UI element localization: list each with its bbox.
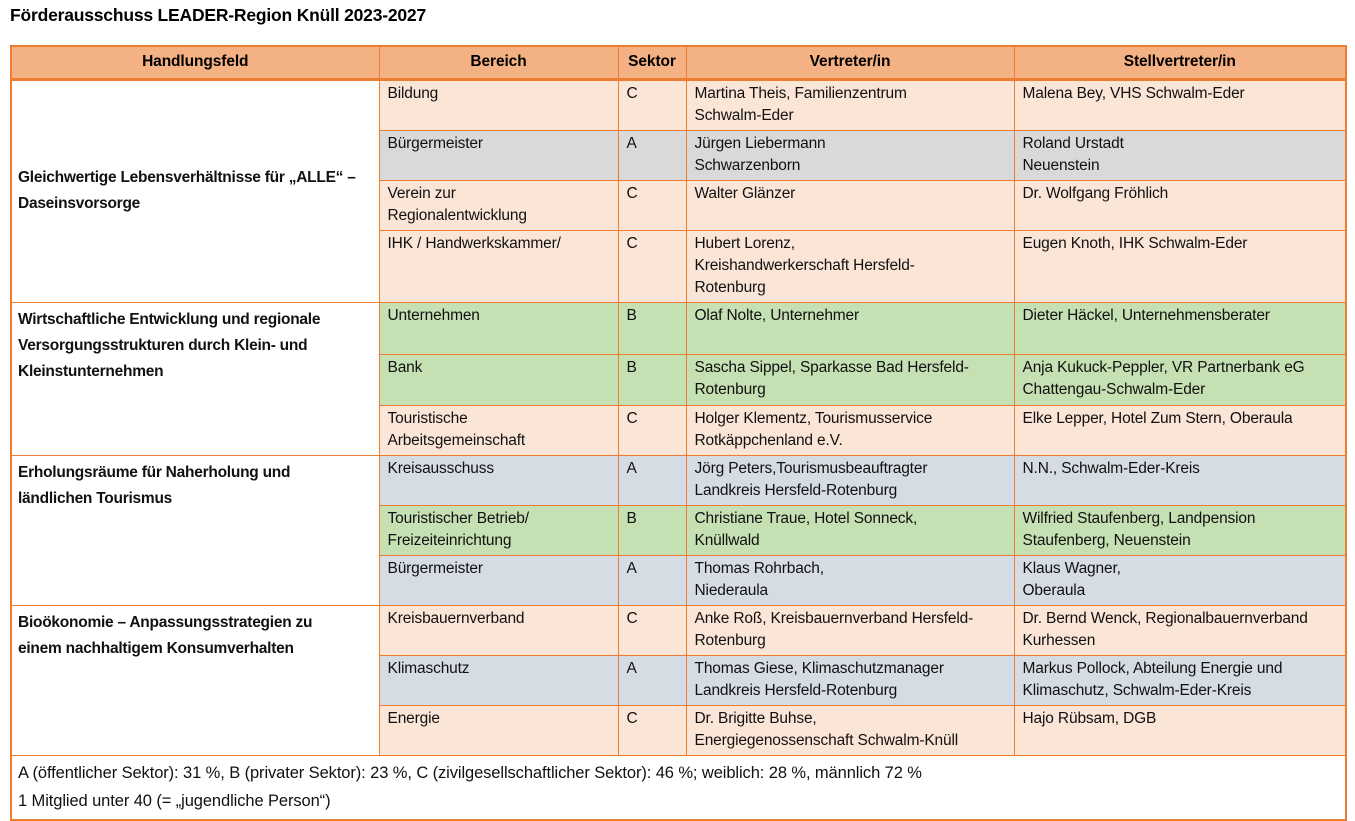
table-row: Energie C Dr. Brigitte Buhse, Energiegenos… (11, 704, 1347, 756)
vertreter-cell: Thomas Giese, Klimaschutzmanager Landkre… (685, 654, 1015, 706)
sektor-cell: C (617, 78, 687, 131)
sektor-cell: C (617, 404, 687, 456)
stellvertreter-cell: Hajo Rübsam, DGB (1013, 704, 1347, 756)
bereich-cell: Energie (378, 704, 619, 756)
sektor-cell: A (617, 129, 687, 181)
sektor-cell: A (617, 654, 687, 706)
vertreter-cell: Sascha Sippel, Sparkasse Bad Hersfeld- R… (685, 353, 1015, 406)
table-row: Klimaschutz A Thomas Giese, Klimaschutzman… (11, 654, 1347, 706)
stellvertreter-cell: Anja Kukuck-Peppler, VR Partnerbank eG C… (1013, 353, 1347, 406)
vertreter-cell: Jörg Peters,Tourismusbeauftragter Landkr… (685, 454, 1015, 506)
page-title: Förderausschuss LEADER-Region Knüll 2023… (10, 5, 426, 25)
stellvertreter-cell: Eugen Knoth, IHK Schwalm-Eder (1013, 229, 1347, 303)
bereich-cell: Klimaschutz (378, 654, 619, 706)
vertreter-cell: Jürgen Liebermann Schwarzenborn (685, 129, 1015, 181)
vertreter-cell: Martina Theis, Familienzentrum Schwalm-E… (685, 78, 1015, 131)
bereich-cell: Touristische Arbeitsgemeinschaft (378, 404, 619, 456)
vertreter-cell: Olaf Nolte, Unternehmer (685, 301, 1015, 355)
sektor-cell: B (617, 504, 687, 556)
stellvertreter-cell: Wilfried Staufenberg, Landpension Staufe… (1013, 504, 1347, 556)
footer-note-line-1: A (öffentlicher Sektor): 31 %, B (privat… (18, 763, 922, 782)
table-row: Bioökonomie – Anpassungsstrategien zu ei… (10, 604, 1347, 756)
handlungsfeld-cell: Bioökonomie – Anpassungsstrategien zu ei… (10, 604, 380, 756)
vertreter-cell: Dr. Brigitte Buhse, Energiegenossenschaf… (685, 704, 1015, 756)
bereich-cell: Unternehmen (378, 301, 619, 355)
header-cell-sektor: Sektor (617, 45, 687, 81)
header-cell-vertreter: Vertreter/in (685, 45, 1015, 81)
header-row: Handlungsfeld Bereich Sektor Vertreter/i… (10, 45, 1347, 81)
stellvertreter-cell: Elke Lepper, Hotel Zum Stern, Oberaula (1013, 404, 1347, 456)
header-cell-stellvertreter: Stellvertreter/in (1013, 45, 1347, 81)
table-row: Verein zur Regionalentwicklung C Walter Gl… (11, 179, 1347, 231)
bereich-cell: Bank (378, 353, 619, 406)
stellvertreter-cell: Dr. Wolfgang Fröhlich (1013, 179, 1347, 231)
table-row: Bank B Sascha Sippel, Sparkasse Bad Hersfe… (11, 353, 1347, 406)
stellvertreter-cell: Dr. Bernd Wenck, Regionalbauernverband K… (1013, 604, 1347, 656)
header-cell-handlungsfeld: Handlungsfeld (10, 45, 380, 81)
table-row: Bürgermeister A Thomas Rohrbach, Niederaul… (11, 554, 1347, 606)
sektor-cell: A (617, 454, 687, 506)
vertreter-cell: Anke Roß, Kreisbauernverband Hersfeld- R… (685, 604, 1015, 656)
handlungsfeld-cell: Gleichwertige Lebensverhältnisse für „AL… (10, 78, 380, 303)
stellvertreter-cell: N.N., Schwalm-Eder-Kreis (1013, 454, 1347, 506)
bereich-cell: Verein zur Regionalentwicklung (378, 179, 619, 231)
footer-note-line-2: 1 Mitglied unter 40 (= „jugendliche Pers… (18, 791, 331, 810)
sektor-cell: B (617, 353, 687, 406)
sektor-cell: A (617, 554, 687, 606)
sektor-cell: C (617, 604, 687, 656)
stellvertreter-cell: Dieter Häckel, Unternehmensberater (1013, 301, 1347, 355)
table-row: Wirtschaftliche Entwicklung und regional… (10, 301, 1347, 456)
stellvertreter-cell: Roland Urstadt Neuenstein (1013, 129, 1347, 181)
vertreter-cell: Walter Glänzer (685, 179, 1015, 231)
stellvertreter-cell: Klaus Wagner, Oberaula (1013, 554, 1347, 606)
handlungsfeld-cell: Erholungsräume für Naherholung und ländl… (10, 454, 380, 606)
table-row: IHK / Handwerkskammer/C Hubert Lorenz, Kr… (11, 229, 1347, 303)
vertreter-cell: Holger Klementz, Tourismusservice Rotkäp… (685, 404, 1015, 456)
bereich-cell: Kreisbauernverband (378, 604, 619, 656)
footer-row: A (öffentlicher Sektor): 31 %, B (privat… (10, 754, 1347, 820)
bereich-cell: Bildung (378, 78, 619, 131)
header-cell-bereich: Bereich (378, 45, 619, 81)
sektor-cell: C (617, 179, 687, 231)
footer-note-cell: A (öffentlicher Sektor): 31 %, B (privat… (10, 754, 1347, 820)
sektor-cell: B (617, 301, 687, 355)
table-row: Erholungsräume für Naherholung und ländl… (10, 454, 1347, 606)
table-row: Touristischer Betrieb/ Freizeiteinrichtu… (11, 504, 1347, 556)
vertreter-cell: Thomas Rohrbach, Niederaula (685, 554, 1015, 606)
vertreter-cell: Christiane Traue, Hotel Sonneck, Knüllwa… (685, 504, 1015, 556)
stellvertreter-cell: Markus Pollock, Abteilung Energie und Kl… (1013, 654, 1347, 706)
table-row: Bürgermeister A Jürgen Liebermann Schwarze… (11, 129, 1347, 181)
bereich-cell: IHK / Handwerkskammer/ (378, 229, 619, 303)
table-row: Gleichwertige Lebensverhältnisse für „AL… (10, 78, 1347, 303)
sektor-cell: C (617, 229, 687, 303)
bereich-cell: Touristischer Betrieb/ Freizeiteinrichtu… (378, 504, 619, 556)
vertreter-cell: Hubert Lorenz, Kreishandwerkerschaft Her… (685, 229, 1015, 303)
bereich-cell: Bürgermeister (378, 554, 619, 606)
foerderausschuss-table: Handlungsfeld Bereich Sektor Vertreter/i… (10, 45, 1347, 821)
handlungsfeld-cell: Wirtschaftliche Entwicklung und regional… (10, 301, 380, 456)
table-row: Touristische Arbeitsgemeinschaft C Holger … (11, 404, 1347, 456)
stellvertreter-cell: Malena Bey, VHS Schwalm-Eder (1013, 78, 1347, 131)
bereich-cell: Bürgermeister (378, 129, 619, 181)
sektor-cell: C (617, 704, 687, 756)
bereich-cell: Kreisausschuss (378, 454, 619, 506)
